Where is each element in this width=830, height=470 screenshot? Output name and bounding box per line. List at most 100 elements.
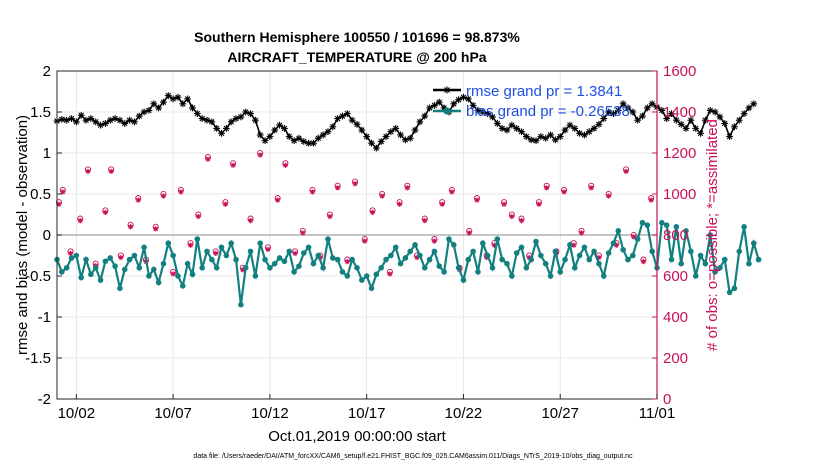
rmse-point	[363, 133, 371, 140]
rmse-point-stroke	[702, 117, 709, 123]
y-right-tick-label: 1400	[663, 104, 696, 121]
bias-point	[121, 266, 128, 273]
bias-point	[189, 271, 196, 278]
rmse-point	[382, 133, 390, 140]
rmse-point-stroke	[407, 135, 414, 142]
obs-assimilated-point-stroke	[310, 189, 315, 195]
rmse-point	[251, 116, 259, 124]
y-right-tick-label: 1600	[663, 63, 696, 80]
rmse-point-stroke	[513, 125, 520, 132]
rmse-point	[203, 116, 211, 124]
obs-assimilated-point-stroke	[275, 197, 280, 203]
y-right-tick-label: 600	[663, 268, 688, 285]
rmse-point-stroke	[334, 115, 341, 122]
y-left-tick-label: 1	[43, 145, 51, 162]
bias-point	[659, 219, 665, 226]
rmse-point-stroke	[634, 117, 641, 123]
rmse-point	[358, 126, 366, 134]
bias-point	[180, 283, 186, 289]
rmse-point-stroke	[717, 114, 723, 120]
rmse-point-stroke	[320, 132, 326, 138]
bias-point	[233, 256, 239, 263]
obs-assimilated-point	[509, 213, 515, 220]
obs-assimilated-point-stroke	[153, 226, 158, 232]
bias-series	[54, 219, 762, 308]
obs-assimilated-point	[127, 224, 134, 230]
rmse-point	[406, 134, 414, 142]
rmse-point-stroke	[286, 133, 293, 140]
bias-point	[126, 256, 133, 263]
rmse-point	[643, 104, 651, 112]
rmse-point-stroke	[267, 133, 273, 140]
rmse-point-stroke	[668, 110, 675, 117]
obs-assimilated-point-stroke	[571, 243, 577, 248]
rmse-point	[372, 144, 380, 152]
bias-point	[625, 256, 631, 263]
bias-point	[615, 228, 622, 234]
rmse-point	[222, 125, 230, 132]
bias-point	[465, 256, 472, 263]
obs-assimilated-point-stroke	[77, 218, 83, 223]
bias-point	[494, 236, 501, 242]
obs-assimilated-point	[396, 201, 403, 207]
bias-point	[136, 265, 143, 271]
rmse-point	[658, 106, 666, 114]
rmse-point	[295, 134, 303, 142]
obs-assimilated-point-stroke	[387, 271, 393, 277]
bias-point	[571, 265, 578, 271]
rmse-point	[92, 118, 100, 126]
rmse-point-stroke	[576, 130, 583, 137]
rmse-point	[237, 113, 245, 121]
rmse-point-stroke	[639, 113, 646, 119]
rmse-point	[460, 93, 467, 101]
rmse-point	[479, 108, 487, 116]
bias-point	[378, 265, 384, 271]
rmse-point	[227, 118, 235, 126]
rmse-point-stroke	[557, 133, 564, 140]
y-right-axis-ticks: 0 200 400 600 800 1000 1200 1400 1600	[652, 63, 696, 408]
obs-assimilated-point-stroke	[432, 238, 437, 244]
rmse-point	[82, 116, 90, 124]
obs-assimilated-point-stroke	[519, 218, 524, 223]
rmse-point	[348, 116, 356, 124]
obs-assimilated-point-stroke	[474, 197, 480, 203]
rmse-point	[484, 110, 492, 118]
rmse-point-stroke	[155, 105, 162, 111]
bias-point	[562, 256, 568, 263]
obs-assimilated-point	[606, 193, 612, 199]
rmse-point-stroke	[625, 105, 631, 111]
obs-assimilated-point	[561, 189, 567, 195]
rmse-point-stroke	[431, 102, 438, 109]
bias-point	[721, 256, 728, 263]
rmse-point	[721, 120, 729, 127]
obs-assimilated-point-stroke	[579, 230, 584, 236]
rmse-point	[334, 115, 342, 122]
rmse-point	[77, 111, 85, 119]
bias-point	[175, 273, 181, 279]
obs-assimilated-point-stroke	[614, 243, 619, 248]
rmse-point	[682, 125, 690, 132]
rmse-point	[508, 121, 516, 129]
rmse-point-stroke	[102, 120, 109, 127]
bias-point	[649, 248, 655, 255]
x-tick-label: 10/22	[445, 405, 483, 422]
rmse-point-stroke	[688, 117, 694, 123]
rmse-point	[556, 133, 564, 140]
obs-assimilated-point-stroke	[103, 210, 108, 215]
obs-assimilated-point	[449, 189, 455, 195]
bias-point	[305, 244, 312, 251]
bias-point	[717, 265, 723, 271]
rmse-point-stroke	[649, 101, 655, 107]
y-left-tick-label: 2	[43, 63, 51, 80]
rmse-point-stroke	[330, 123, 336, 130]
rmse-point	[218, 129, 225, 137]
obs-assimilated-point	[474, 197, 480, 203]
rmse-point	[518, 128, 525, 136]
rmse-point-stroke	[262, 137, 268, 144]
bias-point	[538, 252, 544, 259]
obs-assimilated-point	[102, 209, 108, 216]
bias-point	[271, 260, 278, 267]
obs-assimilated-point-stroke	[300, 230, 306, 236]
bias-point	[349, 256, 355, 263]
obs-assimilated-point	[352, 181, 358, 187]
